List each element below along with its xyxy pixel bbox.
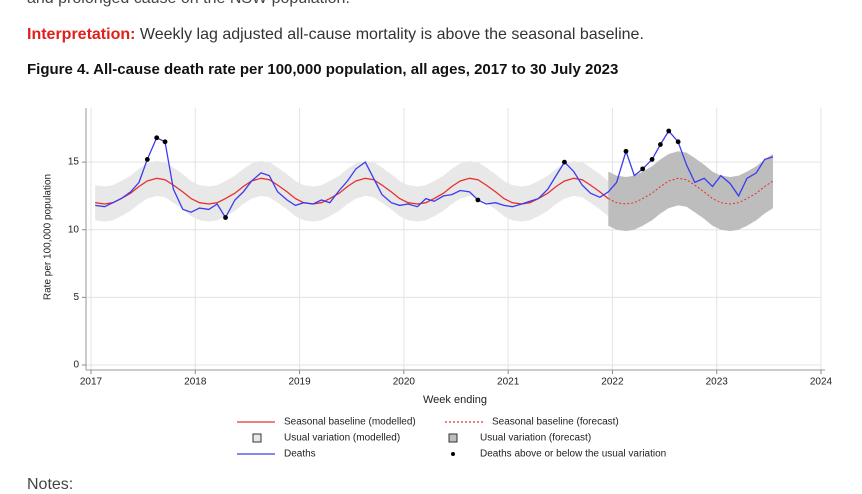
- y-tick-label: 0: [73, 360, 79, 371]
- legend-swatch: [451, 452, 455, 456]
- x-tick-label: 2019: [288, 377, 311, 388]
- marker: [162, 139, 168, 145]
- marker: [640, 166, 646, 172]
- legend-label: Seasonal baseline (forecast): [492, 417, 619, 428]
- x-tick-label: 2018: [184, 377, 207, 388]
- legend-label: Deaths above or below the usual variatio…: [480, 449, 666, 460]
- x-tick-label: 2021: [497, 377, 520, 388]
- marker: [675, 139, 681, 145]
- top-text: and prolonged cause on the NSW populatio…: [27, 0, 350, 8]
- legend-label: Seasonal baseline (modelled): [284, 417, 416, 428]
- interpretation: Interpretation: Weekly lag adjusted all-…: [27, 26, 644, 44]
- x-tick-label: 2020: [393, 377, 416, 388]
- band: [608, 151, 773, 232]
- x-axis-title: Week ending: [423, 394, 487, 406]
- marker: [649, 157, 655, 162]
- interpretation-text: Weekly lag adjusted all-cause mortality …: [139, 26, 644, 43]
- marker: [562, 159, 567, 165]
- x-tick-label: 2024: [810, 377, 833, 388]
- interpretation-label: Interpretation:: [27, 26, 136, 43]
- x-tick-label: 2023: [706, 377, 729, 388]
- x-tick-label: 2017: [80, 377, 103, 388]
- legend-label: Deaths: [284, 449, 316, 460]
- band: [95, 160, 609, 222]
- line: [608, 177, 774, 205]
- legend-swatch: [448, 433, 458, 443]
- marker: [154, 135, 160, 141]
- x-tick-label: 2022: [601, 377, 624, 388]
- figure-title: Figure 4. All-cause death rate per 100,0…: [27, 61, 619, 78]
- marker: [658, 142, 663, 147]
- legend-label: Usual variation (forecast): [480, 433, 591, 444]
- y-axis-title: Rate per 100,000 population: [43, 174, 54, 300]
- y-tick-label: 10: [68, 224, 80, 235]
- marker: [144, 157, 150, 162]
- marker: [475, 197, 481, 203]
- marker: [666, 128, 672, 134]
- legend-label: Usual variation (modelled): [284, 433, 400, 444]
- marker: [623, 148, 629, 154]
- y-tick-label: 5: [73, 292, 79, 303]
- legend-swatch: [252, 433, 262, 443]
- marker: [223, 215, 228, 220]
- y-tick-label: 15: [68, 157, 80, 168]
